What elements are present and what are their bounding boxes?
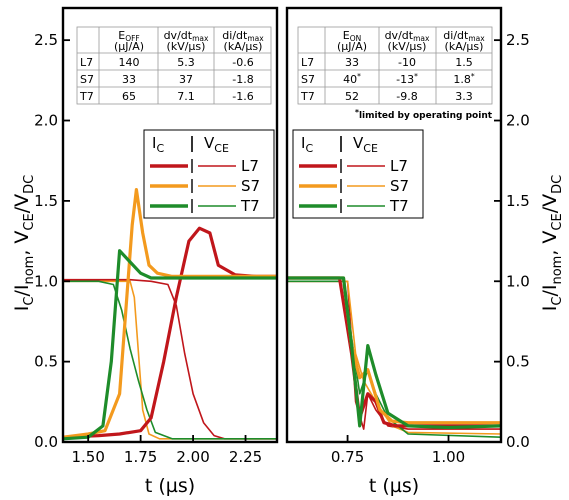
trace-s7-ic <box>287 276 501 425</box>
x-tick-label: 1.00 <box>432 448 465 466</box>
on-unit-dvdt: (kV/µs) <box>388 40 427 53</box>
on-unit-didt: (kA/µs) <box>445 40 484 53</box>
y-tick-label: 2.0 <box>34 112 58 130</box>
on-cell: -10 <box>398 56 416 69</box>
trace-s7-ic <box>63 188 277 439</box>
on-cell: 1.8* <box>453 72 475 86</box>
on-row-label: T7 <box>300 90 315 103</box>
trace-t7-vce <box>287 280 501 438</box>
turn-on-panel: 0.75 1.00 0.0 0.5 1.0 1.5 2.0 2.5 <box>285 6 530 466</box>
legend-label-s7: S7 <box>241 177 260 195</box>
y-tick-label: 1.5 <box>34 192 58 210</box>
y-tick-label: 2.5 <box>506 31 530 49</box>
legend-label-s7: S7 <box>390 177 409 195</box>
y-axis-label-right: IC/Inom, VCE/VDC <box>539 175 565 311</box>
turn-off-panel: 1.50 1.75 2.00 2.25 0.0 0.5 1.0 1.5 2.0 2.5 <box>34 6 279 466</box>
legend-header-vce: VCE <box>204 134 229 155</box>
x-tick-label: 1.75 <box>124 448 157 466</box>
legend-header-vce: VCE <box>353 134 378 155</box>
x-tick-label: 2.25 <box>229 448 262 466</box>
y-tick-label: 0.0 <box>506 433 530 451</box>
legend-label-t7: T7 <box>389 197 409 215</box>
y-tick-label: 0.0 <box>34 433 58 451</box>
on-row-label: L7 <box>301 56 314 69</box>
trace-s7-vce <box>63 280 277 440</box>
on-header-energy: EON <box>343 29 361 43</box>
trace-t7-ic <box>287 276 501 430</box>
trace-l7-ic <box>63 226 277 439</box>
legend-label-l7: L7 <box>241 157 259 175</box>
trace-l7-ic <box>287 276 501 428</box>
on-cell: 1.5 <box>455 56 473 69</box>
x-axis-label-right: t (µs) <box>369 475 419 497</box>
trace-l7-vce <box>63 278 277 440</box>
off-row-label: S7 <box>80 73 94 86</box>
off-cell: 140 <box>119 56 140 69</box>
y-tick-label: 0.5 <box>506 353 530 371</box>
off-unit-dvdt: (kV/µs) <box>167 40 206 53</box>
off-unit-energy: (µJ/A) <box>114 40 144 53</box>
legend-header-ic: IC <box>301 134 313 155</box>
off-cell: -1.8 <box>232 73 253 86</box>
off-header-didt: di/dtmax <box>222 29 264 43</box>
off-unit-didt: (kA/µs) <box>224 40 263 53</box>
legend-frame <box>292 129 424 219</box>
turn-on-energy-table: EON dv/dtmax di/dtmax (µJ/A) (kV/µs) (kA… <box>297 26 493 121</box>
on-row-label: S7 <box>301 73 315 86</box>
off-cell: -0.6 <box>232 56 253 69</box>
legend-turn-off: IC VCE L7 S7 T7 <box>143 129 275 219</box>
off-cell: 7.1 <box>177 90 195 103</box>
on-cell: 52 <box>345 90 359 103</box>
turn-on-plot-frame <box>285 6 503 444</box>
y-tick-label: 1.5 <box>506 192 530 210</box>
off-cell: -1.6 <box>232 90 253 103</box>
turn-off-plot-frame <box>61 6 279 444</box>
y-tick-label: 1.0 <box>34 272 58 290</box>
x-axis-label-left: t (µs) <box>145 475 195 497</box>
off-row-label: L7 <box>80 56 93 69</box>
x-tick-label: 1.50 <box>71 448 104 466</box>
turn-off-energy-table: EOFF dv/dtmax di/dtmax (µJ/A) (kV/µs) (k… <box>76 26 272 105</box>
y-tick-label: 0.5 <box>34 353 58 371</box>
off-header-energy: EOFF <box>118 29 139 43</box>
legend-frame <box>143 129 275 219</box>
off-cell: 5.3 <box>177 56 195 69</box>
on-cell: -9.8 <box>396 90 417 103</box>
on-cell: -13* <box>396 72 418 86</box>
on-cell: 33 <box>345 56 359 69</box>
trace-s7-vce <box>287 280 501 435</box>
legend-label-l7: L7 <box>390 157 408 175</box>
legend-header-ic: IC <box>152 134 164 155</box>
on-header-didt: di/dtmax <box>443 29 485 43</box>
legend-turn-on: IC VCE L7 S7 T7 <box>292 129 424 219</box>
off-header-dvdt: dv/dtmax <box>164 29 209 43</box>
off-cell: 65 <box>122 90 136 103</box>
trace-t7-ic <box>63 249 277 441</box>
x-tick-label: 0.75 <box>331 448 364 466</box>
on-unit-energy: (µJ/A) <box>337 40 367 53</box>
y-tick-label: 2.5 <box>34 31 58 49</box>
legend-label-t7: T7 <box>240 197 260 215</box>
y-axis-label-left: IC/Inom, VCE/VDC <box>11 175 37 311</box>
y-tick-label: 1.0 <box>506 272 530 290</box>
off-cell: 33 <box>122 73 136 86</box>
trace-l7-vce <box>287 280 501 430</box>
off-row-label: T7 <box>79 90 94 103</box>
y-tick-label: 2.0 <box>506 112 530 130</box>
off-cell: 37 <box>179 73 193 86</box>
on-table-footnote: *limited by operating point <box>355 108 493 121</box>
trace-t7-vce <box>63 280 277 440</box>
on-cell: 40* <box>343 72 361 86</box>
on-header-dvdt: dv/dtmax <box>385 29 430 43</box>
x-tick-label: 2.00 <box>176 448 209 466</box>
on-cell: 3.3 <box>455 90 473 103</box>
